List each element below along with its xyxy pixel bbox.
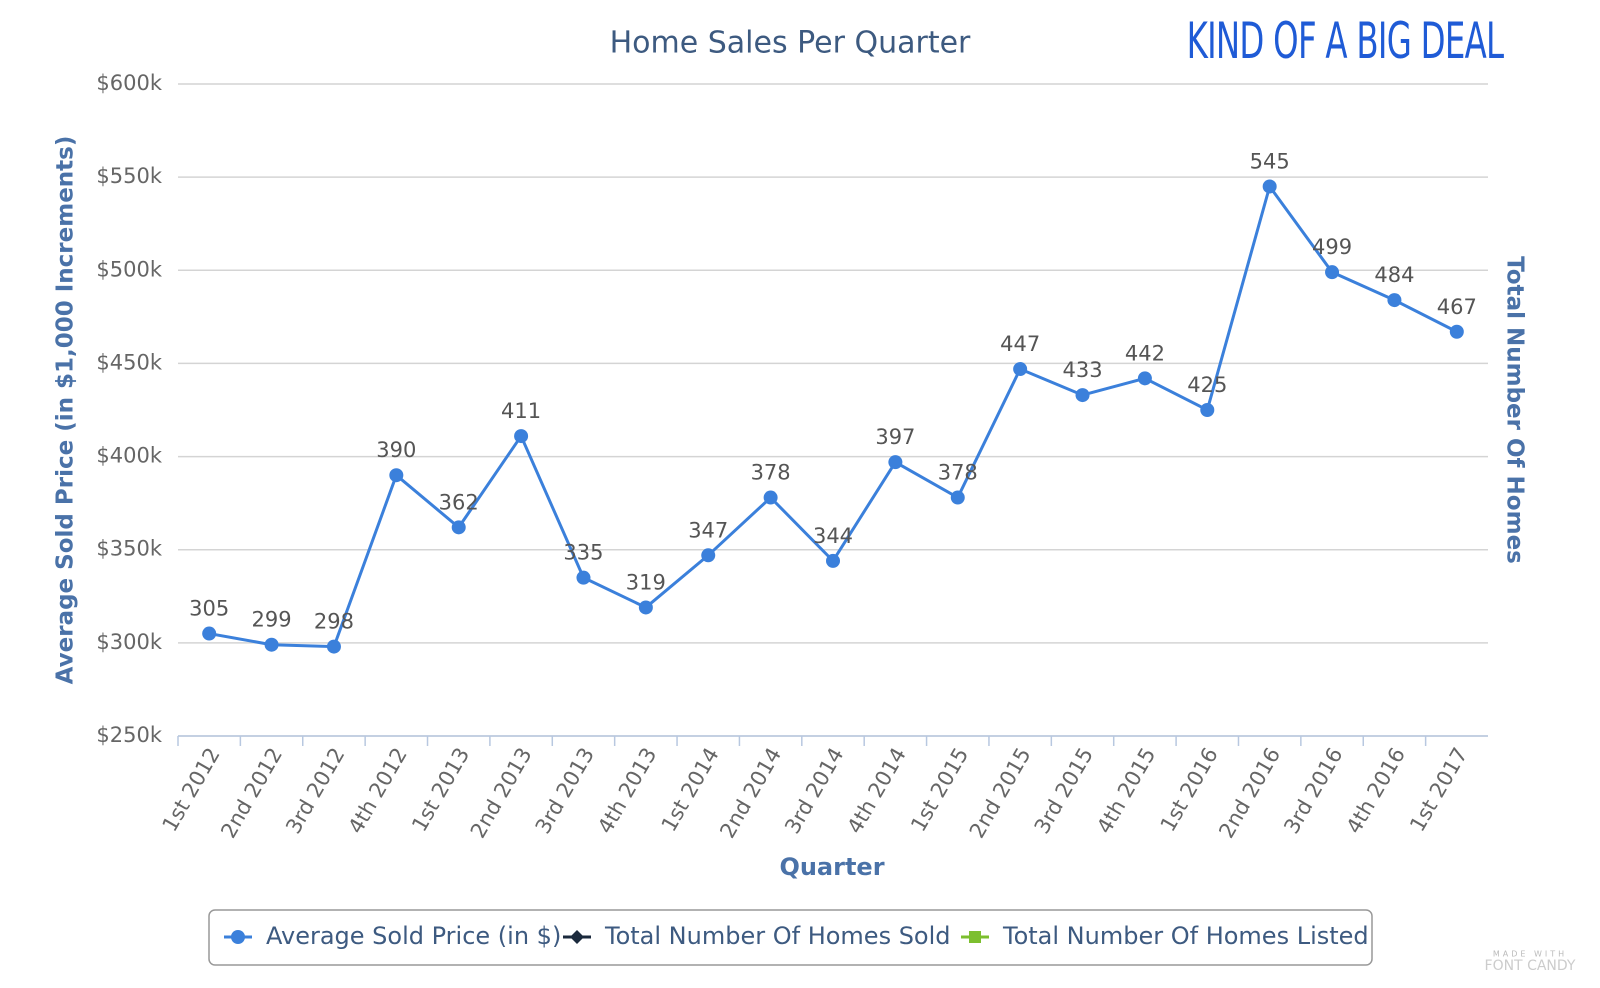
data-label: 347 [688,518,728,542]
data-label: 390 [376,438,416,462]
data-label: 378 [751,461,791,485]
data-label: 344 [813,524,853,548]
x-tick-label: 3rd 2015 [1030,744,1098,838]
data-point [326,639,341,654]
data-point [202,626,217,641]
x-tick-label: 3rd 2016 [1279,744,1347,838]
x-tick-label: 2nd 2015 [965,744,1036,843]
data-point [1013,362,1028,377]
data-point [576,570,591,585]
x-tick-label: 2nd 2016 [1214,744,1285,843]
y-tick-label: $450k [96,350,162,374]
data-label: 411 [501,399,541,423]
x-tick-label: 1st 2017 [1405,744,1472,836]
legend-box [208,909,1373,966]
data-label: 397 [875,425,915,449]
x-tick-label: 4th 2012 [344,744,412,838]
x-tick-label: 1st 2015 [906,744,973,836]
data-label: 378 [938,461,978,485]
data-label: 447 [1000,332,1040,356]
x-tick-label: 4th 2016 [1342,744,1410,838]
x-tick-label: 3rd 2013 [531,744,599,838]
x-axis-title: Quarter [779,853,884,881]
y-tick-label: $250k [96,723,162,747]
data-point [826,553,840,568]
y-tick-label: $300k [96,630,162,654]
x-tick-label: 2nd 2012 [216,744,287,843]
data-point [763,490,778,505]
y-tick-label: $350k [96,537,162,561]
data-label: 499 [1312,235,1352,259]
data-point [1387,293,1402,308]
data-point [888,455,903,470]
data-label: 467 [1437,295,1477,319]
legend-label: Total Number Of Homes Listed [1002,922,1369,950]
y-tick-label: $400k [96,444,162,468]
x-tick-label: 4th 2015 [1092,744,1160,838]
series-line [208,183,1458,649]
data-point [1137,371,1152,386]
data-label: 298 [314,610,354,634]
legend-label: Average Sold Price (in $) [266,922,561,950]
x-tick-label: 1st 2012 [158,744,225,836]
data-point [389,468,404,483]
data-point [514,429,529,444]
data-label: 484 [1374,263,1414,287]
data-point [1262,179,1277,194]
data-point [950,490,965,505]
data-label: 433 [1062,358,1102,382]
data-label: 335 [563,541,603,565]
x-tick-label: 4th 2013 [593,744,661,838]
x-tick-label: 2nd 2014 [715,744,786,843]
data-label: 425 [1187,373,1227,397]
x-tick-label: 2nd 2013 [466,744,537,843]
data-label: 299 [252,608,292,632]
data-point [701,548,716,563]
chart-title: Home Sales Per Quarter [610,26,971,61]
legend-marker [570,930,584,944]
data-label: 362 [439,490,479,514]
y-tick-label: $550k [96,164,162,188]
data-label: 442 [1125,341,1165,365]
x-tick-label: 3rd 2014 [780,744,848,838]
x-tick-label: 3rd 2012 [281,744,349,838]
data-point [1075,388,1090,403]
x-tick-label: 1st 2014 [657,744,724,836]
legend-label: Total Number Of Homes Sold [604,922,951,950]
data-label: 305 [189,597,229,621]
watermark: FONT CANDY [1485,958,1576,974]
y2-axis-title: Total Number Of Homes [1502,256,1528,564]
y-tick-label: $600k [96,71,162,95]
legend-marker [231,930,245,944]
x-tick-label: 1st 2016 [1156,744,1223,836]
data-point [1200,403,1215,417]
data-point [1449,324,1464,339]
y-axis-title: Average Sold Price (in $1,000 Increments… [53,136,79,685]
data-label: 545 [1250,149,1290,173]
y-tick-label: $500k [96,257,162,281]
brand-text: KIND OF A BIG DEAL [1187,13,1505,70]
data-label: 319 [626,570,666,594]
data-point [264,637,279,652]
legend-marker [969,931,981,943]
data-point [1325,265,1340,280]
x-tick-label: 4th 2014 [843,744,911,838]
data-point [451,520,466,535]
data-point [638,600,653,615]
watermark: MADE WITH [1493,950,1567,959]
x-tick-label: 1st 2013 [407,744,474,836]
